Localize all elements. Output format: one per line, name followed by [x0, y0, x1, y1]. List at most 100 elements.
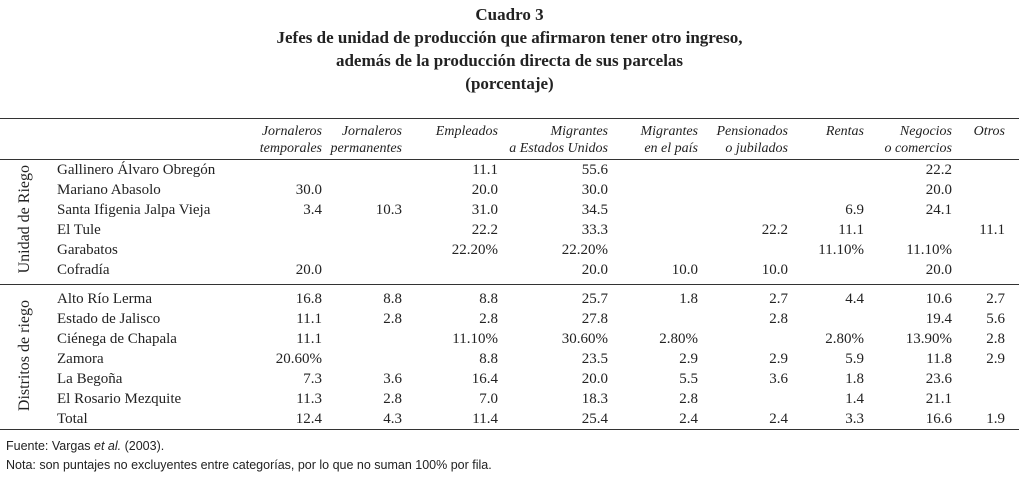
- table-row: Santa Ifigenia Jalpa Vieja 3.4 10.3 31.0 34.…: [0, 200, 1019, 220]
- table-cell: 8.8: [479, 351, 498, 367]
- table-cell: [952, 180, 1005, 200]
- table-row: Unidad de Riego Gallinero Álvaro Obregón 1…: [0, 160, 1019, 273]
- table-cell: [322, 260, 402, 285]
- table-cell: 19.4: [925, 311, 952, 327]
- row-label: Zamora: [57, 351, 104, 367]
- table-row: Estado de Jalisco 11.1 2.8 2.8 27.8 2.8 19.4 5.…: [0, 309, 1019, 329]
- table-cell: 2.4: [769, 411, 788, 427]
- table-cell: [608, 240, 698, 260]
- column-header-line: Migrantes: [550, 124, 608, 139]
- table-cell: [952, 369, 1005, 389]
- table-cell: 2.9: [769, 351, 788, 367]
- table-cell: 22.20%: [451, 242, 498, 258]
- column-header-line: Pensionados: [716, 124, 788, 139]
- table-cell: 2.7: [986, 291, 1005, 307]
- group-distritos-de-riego: Distritos de riego Alto Río Lerma 16.8 8.8 8…: [0, 284, 1019, 430]
- column-header-line: Empleados: [435, 124, 498, 139]
- table-cell: 16.8: [295, 291, 322, 307]
- data-table: Jornaleros temporales Jornaleros permanente…: [0, 118, 1019, 430]
- table-cell: [608, 309, 698, 329]
- column-header-line: permanentes: [330, 141, 402, 156]
- table-cell: [608, 200, 698, 220]
- table-cell: 22.20%: [561, 242, 608, 258]
- table-cell: 30.0: [295, 182, 322, 198]
- table-cell: 20.0: [471, 182, 498, 198]
- table-cell: 11.1: [979, 222, 1005, 238]
- header-row: Jornaleros temporales Jornaleros permanente…: [0, 118, 1019, 160]
- row-label: Cofradía: [57, 262, 110, 278]
- table-row: Mariano Abasolo 30.0 20.0 30.0 20.0: [0, 180, 1019, 200]
- table-cell: [698, 389, 788, 409]
- table-cell: 11.10%: [452, 331, 498, 347]
- table-cell: 34.5: [581, 202, 608, 218]
- table-cell: 22.2: [925, 162, 952, 178]
- table-cell: 4.3: [383, 411, 402, 427]
- table-cell: 2.8: [383, 391, 402, 407]
- table-cell: [250, 160, 322, 181]
- table-cell: [322, 160, 402, 181]
- title-line: (porcentaje): [465, 74, 554, 93]
- title-line: Jefes de unidad de producción que afirma…: [276, 28, 743, 47]
- table-cell: [322, 349, 402, 369]
- column-header-line: temporales: [259, 141, 322, 156]
- table-cell: [250, 240, 322, 260]
- column-header-line: o jubilados: [725, 141, 788, 156]
- table-cell: 20.0: [581, 262, 608, 278]
- table-cell: 31.0: [471, 202, 498, 218]
- column-header-line: a Estados Unidos: [509, 141, 608, 156]
- table-cell: [402, 260, 498, 285]
- column-header-line: Otros: [973, 124, 1005, 139]
- table-cell: 5.6: [986, 311, 1005, 327]
- table-cell: 1.8: [679, 291, 698, 307]
- table-cell: 7.0: [479, 391, 498, 407]
- table-cell: 10.0: [761, 262, 788, 278]
- table-cell: [952, 260, 1005, 285]
- table-cell: 11.8: [926, 351, 952, 367]
- table-cell: [322, 329, 402, 349]
- column-header: Rentas: [788, 119, 864, 160]
- table-cell: 30.60%: [561, 331, 608, 347]
- group-unidad-de-riego: Unidad de Riego Gallinero Álvaro Obregón 1…: [0, 160, 1019, 285]
- table-row: Cofradía 20.0 20.0 10.0 10.0 20.0: [0, 260, 1019, 285]
- table-cell: [698, 200, 788, 220]
- table-cell: 2.9: [679, 351, 698, 367]
- table-cell: 2.9: [986, 351, 1005, 367]
- table-cell: 10.3: [375, 202, 402, 218]
- table-cell: 20.0: [581, 371, 608, 387]
- table-cell: 33.3: [581, 222, 608, 238]
- table-cell: 3.3: [845, 411, 864, 427]
- table-row: La Begoña 7.3 3.6 16.4 20.0 5.5 3.6 1.8 23.6: [0, 369, 1019, 389]
- title-line: Cuadro 3: [475, 5, 544, 24]
- table-title: Cuadro 3 Jefes de unidad de producción q…: [0, 3, 1019, 95]
- table-cell: 11.1: [296, 311, 322, 327]
- table-row: Total 12.4 4.3 11.4 25.4 2.4 2.4 3.3 16.6 1.9: [0, 409, 1019, 430]
- table-cell: 25.7: [581, 291, 608, 307]
- group-label: Unidad de Riego: [0, 160, 50, 285]
- column-header-line: Migrantes: [640, 124, 698, 139]
- table-cell: 22.2: [471, 222, 498, 238]
- row-label: Estado de Jalisco: [57, 311, 161, 327]
- column-header-line: Jornaleros: [341, 124, 402, 139]
- row-label: Total: [57, 411, 88, 427]
- table-row: El Tule 22.2 33.3 22.2 11.1 11.1: [0, 220, 1019, 240]
- table-cell: [952, 160, 1005, 181]
- table-cell: [322, 180, 402, 200]
- source-italic: et al.: [94, 439, 122, 453]
- table-cell: [788, 160, 864, 181]
- table-cell: 5.5: [679, 371, 698, 387]
- table-cell: 2.8: [769, 311, 788, 327]
- table-cell: [608, 220, 698, 240]
- table-cell: [698, 240, 788, 260]
- table-cell: 2.8: [479, 311, 498, 327]
- table-cell: 30.0: [581, 182, 608, 198]
- table-cell: 3.6: [769, 371, 788, 387]
- table-cell: 23.5: [581, 351, 608, 367]
- table-cell: 2.80%: [825, 331, 864, 347]
- table-cell: 2.7: [769, 291, 788, 307]
- table-cell: 1.9: [986, 411, 1005, 427]
- table-cell: 2.80%: [659, 331, 698, 347]
- row-label: La Begoña: [57, 371, 123, 387]
- table-cell: 6.9: [845, 202, 864, 218]
- table-cell: [788, 180, 864, 200]
- table-cell: [864, 220, 952, 240]
